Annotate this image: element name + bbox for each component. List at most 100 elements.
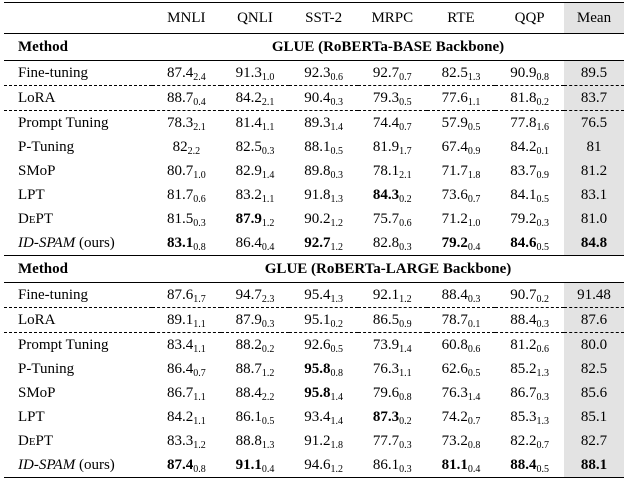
score: 82.5: [235, 138, 262, 155]
std: 0.6: [193, 193, 206, 205]
method-cell: LPT: [4, 405, 152, 429]
std: 1.4: [330, 415, 344, 427]
data-row: SMoP 86.71.1 88.42.2 95.81.4 79.60.8 76.31.4 8…: [4, 381, 624, 405]
score-cell: 84.60.5: [495, 231, 564, 256]
score: 92.1: [372, 286, 400, 303]
score: 86.4: [166, 360, 194, 377]
std: 0.3: [467, 293, 481, 305]
score-cell: 75.70.6: [358, 207, 427, 231]
std: 0.9: [536, 169, 550, 181]
mean-cell: 88.1: [564, 453, 624, 478]
data-row: LoRA 89.11.1 87.90.3 95.10.2 86.50.9 78.70.1 8…: [4, 307, 624, 333]
score-cell: 67.40.9: [427, 135, 496, 159]
method-name: Prompt Tuning: [18, 336, 109, 353]
score: 77.6: [441, 89, 468, 106]
std: 0.2: [330, 318, 344, 330]
score: 93.4: [304, 408, 331, 425]
std: 0.9: [467, 145, 481, 157]
score-cell: 87.91.2: [221, 207, 290, 231]
std: 0.6: [399, 217, 412, 229]
std: 0.7: [467, 193, 481, 205]
std: 0.3: [330, 169, 344, 181]
score-cell: 71.71.8: [427, 159, 496, 183]
score-cell: 85.21.3: [495, 357, 564, 381]
std: 0.5: [399, 96, 412, 108]
score-cell: 86.70.3: [495, 381, 564, 405]
score: 73.9: [372, 336, 400, 353]
std: 0.3: [536, 318, 550, 330]
std: 0.7: [467, 415, 481, 427]
score: 95.4: [304, 286, 331, 303]
std: 0.7: [399, 121, 412, 133]
mean-cell: 82.7: [564, 429, 624, 453]
std: 1.0: [467, 217, 481, 229]
score: 87.9: [235, 210, 262, 227]
std: 0.8: [399, 391, 412, 403]
section-title: GLUE (RoBERTa-BASE Backbone): [152, 33, 624, 61]
method-cell: SMoP: [4, 159, 152, 183]
method-name: P-Tuning: [18, 138, 75, 155]
mean-cell: 76.5: [564, 110, 624, 135]
score-cell: 95.41.3: [289, 282, 358, 308]
std: 0.4: [261, 241, 275, 253]
score-cell: 95.10.2: [289, 307, 358, 333]
score-cell: 82.51.3: [426, 60, 496, 86]
score-cell: 88.40.5: [495, 453, 564, 478]
score-cell: 87.42.4: [152, 60, 221, 86]
score: 88.1: [304, 138, 331, 155]
score-cell: 88.42.2: [221, 381, 290, 405]
std: 0.3: [399, 463, 412, 475]
std: 1.0: [193, 169, 206, 181]
score: 82.8: [372, 234, 400, 251]
score-cell: 86.71.1: [152, 381, 221, 405]
std: 1.2: [261, 217, 275, 229]
std: 2.2: [187, 145, 201, 157]
score: 83.1: [166, 234, 194, 251]
std: 0.3: [261, 145, 275, 157]
score: 88.4: [510, 456, 537, 473]
score: 95.8: [304, 360, 331, 377]
column-header: MRPC: [357, 2, 427, 34]
score: 77.7: [372, 432, 400, 449]
score-cell: 91.81.3: [289, 183, 358, 207]
score-cell: 92.71.2: [289, 231, 358, 256]
std: 2.1: [261, 96, 275, 108]
score: 71.7: [441, 162, 468, 179]
data-row: Fine-tuning 87.42.4 91.31.0 92.30.6 92.70.7 8…: [4, 60, 624, 86]
std: 0.6: [536, 343, 550, 355]
method-note: (ours): [78, 234, 115, 251]
score: 91.8: [304, 186, 331, 203]
method-cell: LPT: [4, 183, 152, 207]
score-cell: 73.60.7: [427, 183, 496, 207]
std: 0.4: [261, 463, 275, 475]
score-cell: 86.40.4: [221, 231, 290, 256]
score-cell: 62.60.5: [427, 357, 496, 381]
method-cell: Prompt Tuning: [4, 111, 152, 136]
std: 1.3: [261, 439, 275, 451]
score: 95.1: [304, 311, 331, 328]
mean-cell: 81.0: [564, 207, 624, 231]
score: 81.2: [510, 336, 537, 353]
std: 1.8: [330, 439, 344, 451]
std: 0.4: [467, 241, 481, 253]
std: 1.1: [261, 121, 275, 133]
score-cell: 84.22.1: [220, 85, 290, 111]
std: 1.1: [467, 96, 481, 108]
std: 1.8: [467, 169, 481, 181]
std: 1.1: [193, 415, 206, 427]
score: 82.9: [235, 162, 262, 179]
section-row: Method GLUE (RoBERTa-LARGE Backbone): [4, 255, 624, 283]
score-cell: 87.90.3: [220, 307, 290, 333]
method-cell: DePT: [4, 429, 152, 453]
score: 62.6: [441, 360, 468, 377]
std: 1.1: [193, 391, 206, 403]
score: 81.7: [166, 186, 194, 203]
method-name: SMoP: [18, 384, 56, 401]
score: 86.1: [235, 408, 262, 425]
score: 73.6: [441, 186, 468, 203]
score: 94.7: [235, 286, 262, 303]
data-row: Prompt Tuning 78.32.1 81.41.1 89.31.4 74.40.…: [4, 110, 624, 136]
method-name: Fine-tuning: [18, 286, 88, 303]
std: 0.8: [467, 439, 481, 451]
std: 1.4: [467, 391, 481, 403]
